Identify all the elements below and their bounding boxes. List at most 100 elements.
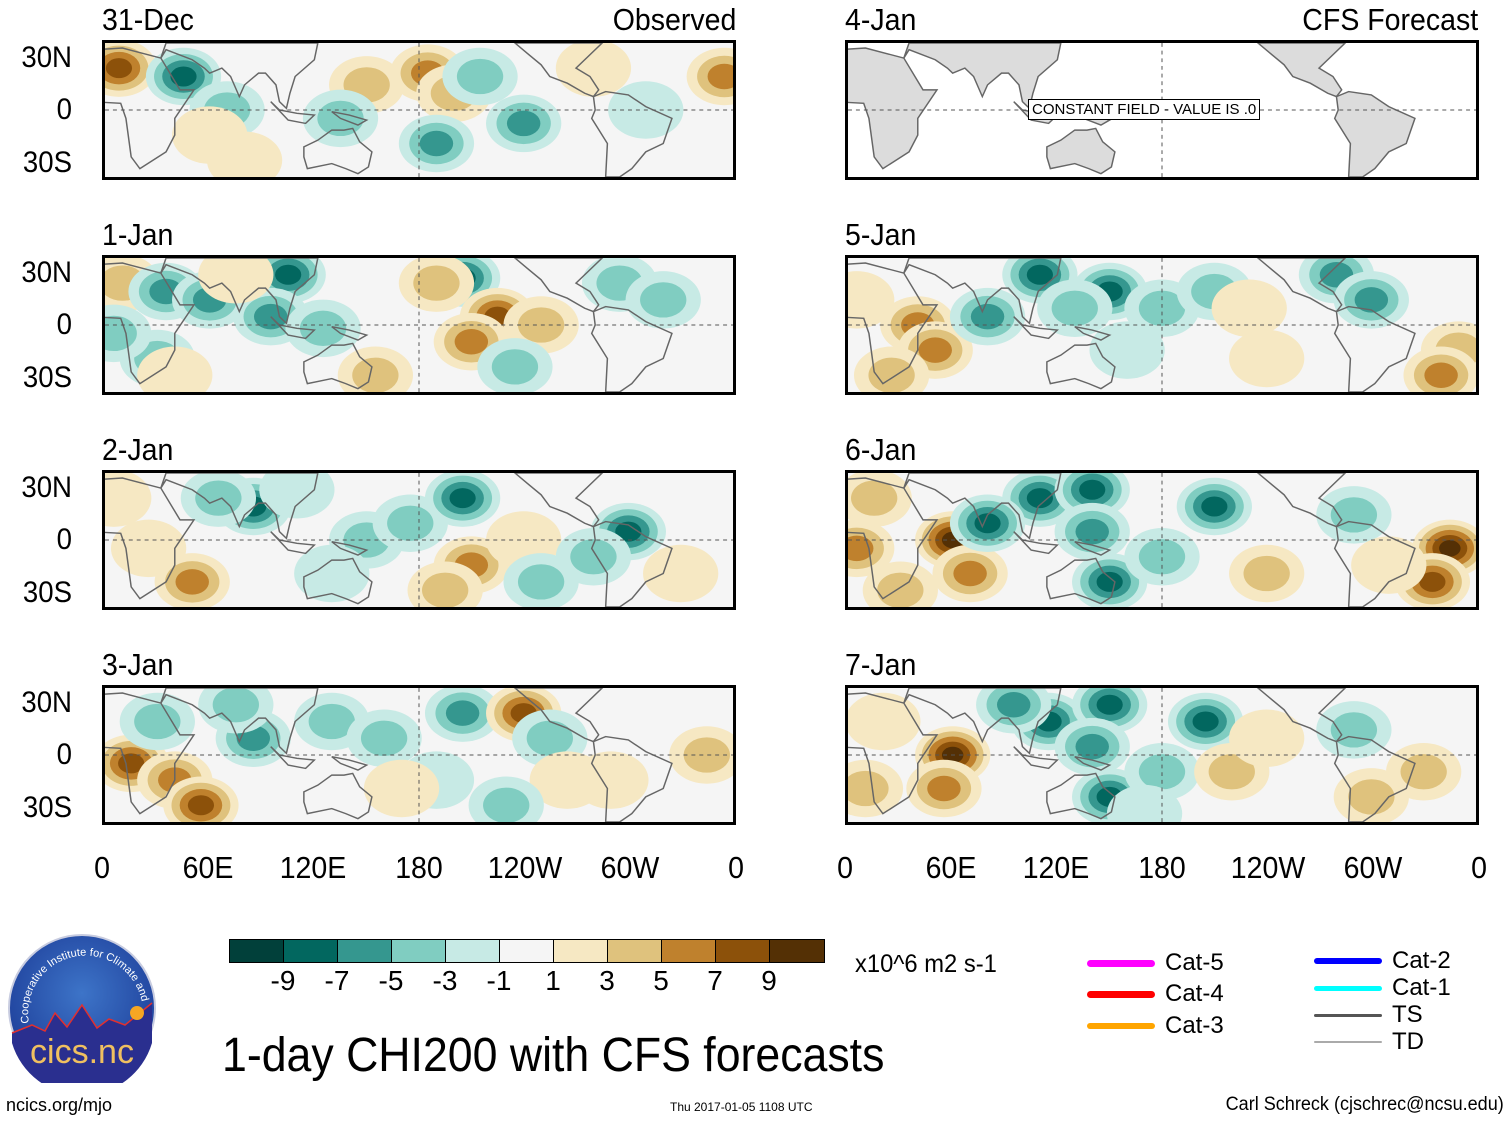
coastline — [848, 47, 939, 170]
panel-date-label: 2-Jan — [102, 432, 174, 467]
track-legend-label: Cat-5 — [1165, 949, 1224, 976]
anomaly-contour — [360, 720, 408, 756]
anomaly-contour — [1208, 754, 1255, 790]
x-tick-label: 120W — [1230, 850, 1305, 885]
cics-logo: Cooperative Institute for Climate and Sa… — [3, 924, 157, 1096]
colorbar-tick-label: -1 — [486, 965, 512, 996]
anomaly-contour — [996, 691, 1031, 718]
map-panel-3-jan — [102, 685, 736, 825]
colorbar-swatch — [230, 940, 284, 962]
constant-field-annotation: CONSTANT FIELD - VALUE IS .0 — [1028, 99, 1261, 120]
y-tick-label: 0 — [56, 93, 72, 126]
x-tick-label: 180 — [395, 850, 443, 885]
colorbar-tick-label: 7 — [707, 965, 723, 996]
cics-logo-graphic: Cooperative Institute for Climate and Sa… — [3, 924, 156, 1096]
anomaly-contour — [1400, 754, 1447, 790]
colorbar-tick-label: 5 — [653, 965, 669, 996]
y-tick-label: 30S — [22, 790, 72, 824]
anomaly-contour — [640, 282, 687, 318]
anomaly-contour — [419, 130, 454, 157]
colorbar-swatch — [554, 940, 608, 962]
colorbar — [229, 939, 825, 963]
x-tick-label: 60W — [1344, 850, 1403, 885]
anomaly-contour — [517, 564, 565, 600]
panel-date-label: 7-Jan — [845, 647, 917, 682]
coastline — [160, 258, 319, 325]
anomaly-contour — [299, 310, 347, 347]
track-legend-line-ts — [1314, 1013, 1382, 1017]
anomaly-contour — [1106, 784, 1183, 822]
logo-text: cics.nc — [30, 1033, 134, 1071]
anomaly-contour — [1243, 555, 1290, 592]
coastline — [303, 127, 373, 175]
track-legend-label: TD — [1392, 1028, 1424, 1055]
colorbar-swatch — [662, 940, 716, 962]
map-panel-2-jan — [102, 470, 736, 610]
coastline — [590, 735, 673, 822]
colorbar-tick-label: -7 — [324, 965, 350, 996]
track-legend-label: Cat-4 — [1165, 980, 1224, 1007]
coastline — [1074, 540, 1112, 556]
anomaly-contour — [1424, 362, 1458, 389]
anomaly-contour — [707, 63, 733, 90]
colorbar-units: x10^6 m2 s-1 — [855, 950, 997, 978]
anomaly-contour — [187, 795, 215, 816]
chart-title: 1-day CHI200 with CFS forecasts — [222, 1029, 885, 1082]
anomaly-contour — [195, 480, 242, 516]
coastline — [1046, 342, 1116, 390]
track-legend-line-cat-5 — [1087, 959, 1155, 967]
x-tick-label: 120W — [487, 850, 562, 885]
site-link[interactable]: ncics.org/mjo — [6, 1095, 113, 1115]
coastline — [331, 110, 369, 126]
anomaly-contour — [212, 688, 259, 723]
author-credit: Carl Schreck (cjschrec@ncsu.edu) — [1225, 1094, 1504, 1115]
colorbar-tick-label: 1 — [545, 965, 561, 996]
y-tick-label: 30N — [21, 470, 72, 504]
panel-date-label: 31-Dec — [102, 2, 194, 37]
colorbar-swatch — [770, 940, 824, 962]
map-svg — [105, 688, 733, 822]
coastline — [903, 258, 1062, 325]
y-tick-label: 30S — [22, 575, 72, 609]
coastline — [160, 688, 319, 755]
coastline — [1046, 772, 1116, 820]
anomaly-contour — [134, 703, 181, 740]
anomaly-contour — [456, 58, 504, 95]
map-svg — [848, 258, 1476, 392]
coastline — [848, 692, 939, 815]
coastline — [590, 90, 673, 177]
coastline — [160, 473, 319, 540]
colorbar-swatch — [500, 940, 554, 962]
map-svg — [105, 258, 733, 392]
map-panel-6-jan — [845, 470, 1479, 610]
coastline — [903, 43, 1062, 110]
anomaly-contour — [483, 787, 530, 822]
coastline — [1256, 258, 1347, 313]
colorbar-tick-label: -5 — [378, 965, 404, 996]
anomaly-contour — [848, 770, 889, 807]
y-tick-label: 30N — [21, 685, 72, 719]
anomaly-contour — [1229, 709, 1305, 767]
colorbar-swatch — [392, 940, 446, 962]
anomaly-contour — [1138, 539, 1186, 575]
x-tick-label: 0 — [728, 850, 744, 885]
x-tick-label: 0 — [94, 850, 110, 885]
coastline — [1256, 43, 1347, 98]
anomaly-contour — [526, 720, 573, 756]
x-tick-label: 120E — [1023, 850, 1090, 885]
colorbar-swatch — [338, 940, 392, 962]
map-svg — [848, 688, 1476, 822]
map-panel-5-jan — [845, 255, 1479, 395]
colorbar-tick-label: 3 — [599, 965, 615, 996]
coastline — [1074, 325, 1112, 341]
anomaly-contour — [352, 357, 399, 392]
y-tick-label: 0 — [56, 523, 72, 556]
anomaly-contour — [1026, 488, 1053, 509]
colorbar-swatch — [716, 940, 770, 962]
map-panel-7-jan — [845, 685, 1479, 825]
coastline — [331, 540, 369, 556]
x-tick-label: 60E — [182, 850, 234, 885]
anomaly-contour — [363, 759, 440, 818]
coastline — [1333, 520, 1416, 607]
anomaly-contour — [877, 572, 924, 607]
